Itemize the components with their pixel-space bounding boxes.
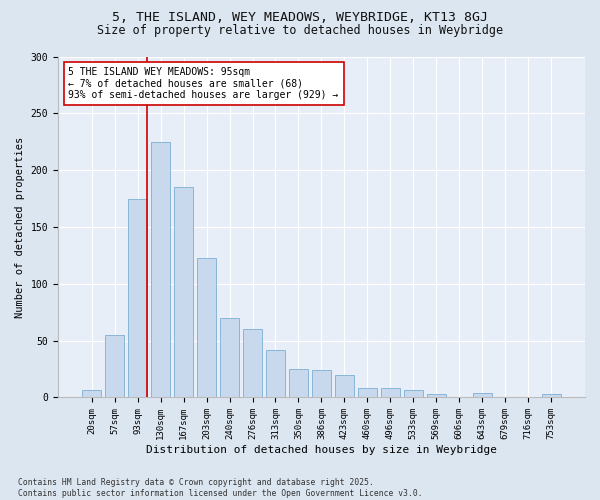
Bar [151, 142, 170, 398]
Bar [404, 390, 423, 398]
Bar [266, 350, 285, 398]
Bar [335, 374, 354, 398]
Y-axis label: Number of detached properties: Number of detached properties [15, 136, 25, 318]
Bar [105, 335, 124, 398]
Bar [289, 369, 308, 398]
Bar [542, 394, 561, 398]
Bar [243, 330, 262, 398]
Bar [128, 198, 148, 398]
Bar [82, 390, 101, 398]
Text: Size of property relative to detached houses in Weybridge: Size of property relative to detached ho… [97, 24, 503, 37]
Bar [473, 393, 492, 398]
Bar [197, 258, 217, 398]
Bar [358, 388, 377, 398]
X-axis label: Distribution of detached houses by size in Weybridge: Distribution of detached houses by size … [146, 445, 497, 455]
Bar [220, 318, 239, 398]
Text: 5 THE ISLAND WEY MEADOWS: 95sqm
← 7% of detached houses are smaller (68)
93% of : 5 THE ISLAND WEY MEADOWS: 95sqm ← 7% of … [68, 66, 338, 100]
Text: Contains HM Land Registry data © Crown copyright and database right 2025.
Contai: Contains HM Land Registry data © Crown c… [18, 478, 422, 498]
Bar [174, 187, 193, 398]
Text: 5, THE ISLAND, WEY MEADOWS, WEYBRIDGE, KT13 8GJ: 5, THE ISLAND, WEY MEADOWS, WEYBRIDGE, K… [112, 11, 488, 24]
Bar [427, 394, 446, 398]
Bar [311, 370, 331, 398]
Bar [380, 388, 400, 398]
